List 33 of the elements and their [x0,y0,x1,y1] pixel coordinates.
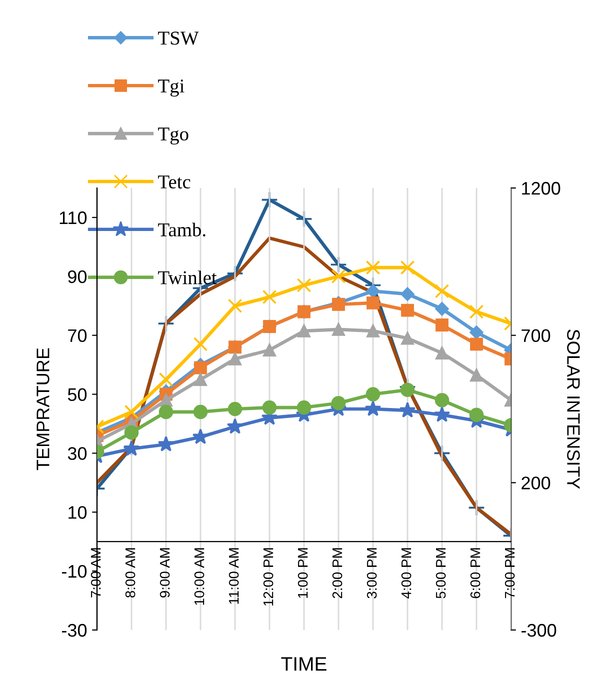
x-tick-label: 7:00 PM [504,548,515,598]
legend-label: TSW [158,32,199,45]
y-tick-label: 70 [68,329,87,342]
y2-tick-label: 1200 [522,182,560,195]
y-tick-label: 90 [68,270,87,284]
legend-label: Tetc [158,176,190,188]
legend-label: Twinlet [158,270,217,284]
y-tick-label: 30 [68,447,87,460]
y-tick-label: -30 [62,624,87,637]
y-tick-label: 50 [68,388,87,401]
y-tick-label: 110 [60,211,87,224]
x-tick-label: 3:00 PM [366,548,377,598]
y2-tick-label: 700 [522,329,550,342]
y-axis-title: TEMPRATURE [36,348,50,470]
legend-label: Tgo [158,128,188,145]
x-tick-label: 10:00 AM [194,548,204,605]
x-tick-label: 6:00 PM [470,548,480,598]
y-tick-label: -10 [62,565,87,578]
x-tick-label: 2:00 PM [332,548,342,598]
y2-tick-label: 200 [522,476,550,490]
x-axis-title: TIME [281,657,326,671]
y2-axis-title: SOLAR INTENSITY [567,330,580,489]
x-tick-label: 4:00 PM [401,548,412,599]
y2-tick-label: -300 [522,624,556,637]
x-tick-label: 5:00 PM [436,548,446,598]
y-tick-label: 10 [68,506,87,519]
x-tick-label: 12:00 PM [263,548,274,606]
x-tick-label: 1:00 PM [298,548,308,598]
x-tick-label: 11:00 AM [228,548,239,604]
x-tick-label: 8:00 AM [125,548,136,598]
x-tick-label: 9:00 AM [160,548,170,598]
legend-label: Tamb. [158,222,206,236]
legend-label: Tgi [158,80,184,97]
